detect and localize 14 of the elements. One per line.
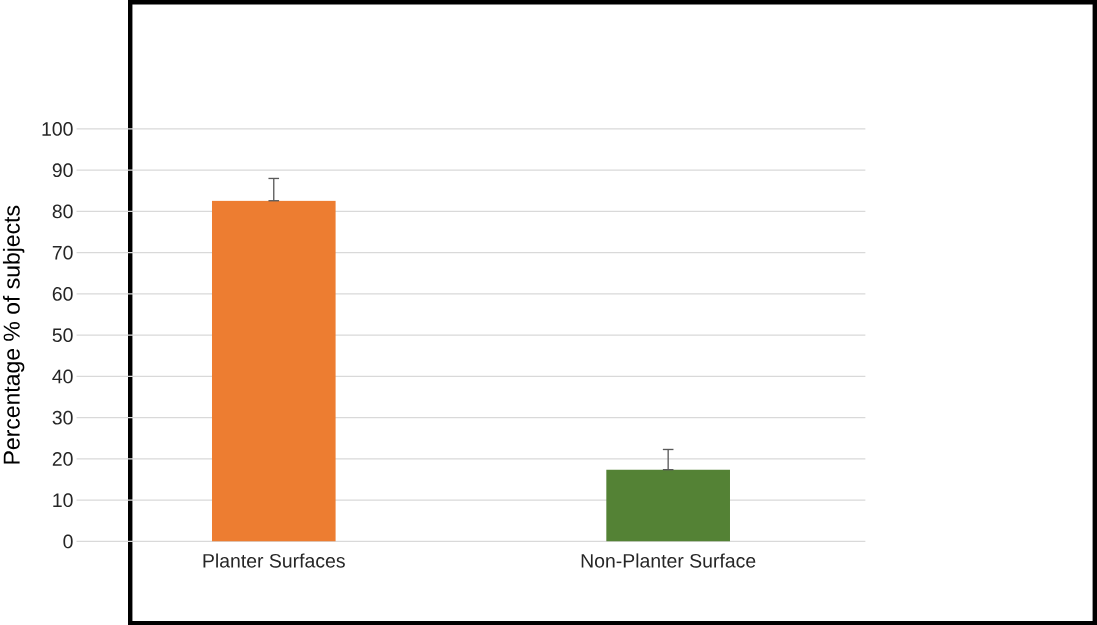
x-tick-label: Non-Planter Surface — [581, 553, 756, 568]
y-tick-label: 80 — [52, 204, 73, 219]
y-tick-label: 90 — [52, 163, 73, 177]
y-tick-label: 30 — [52, 410, 73, 425]
y-tick-label: 10 — [53, 493, 73, 507]
y-tick-label: 70 — [52, 245, 73, 260]
y-tick-label: 20 — [52, 451, 73, 466]
y-axis-title: Percentage % of subjects — [2, 205, 25, 464]
x-tick-label: Planter Surfaces — [203, 553, 345, 568]
y-tick-label: 40 — [52, 369, 73, 384]
y-tick-label: 50 — [52, 328, 73, 342]
y-tick-label: 100 — [42, 121, 73, 136]
y-tick-label: 0 — [63, 534, 73, 549]
y-tick-label: 60 — [52, 286, 73, 301]
